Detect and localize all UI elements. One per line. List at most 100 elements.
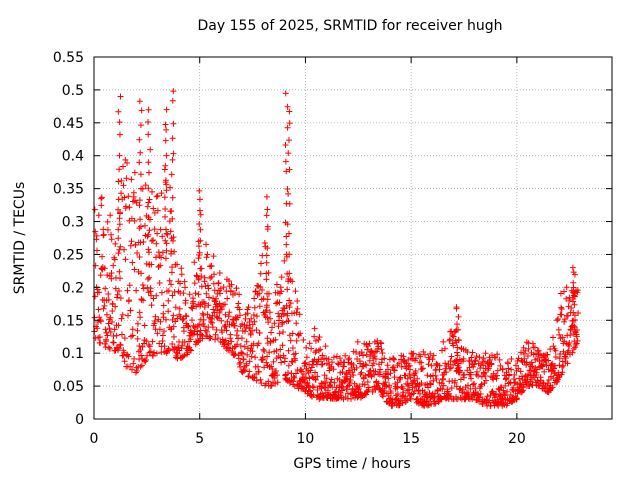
data-point	[333, 353, 340, 360]
data-point	[344, 375, 351, 382]
data-point	[418, 380, 425, 387]
data-point	[537, 350, 544, 357]
data-point	[238, 335, 245, 342]
data-point	[234, 341, 241, 348]
data-point	[397, 374, 404, 381]
data-point	[493, 372, 500, 379]
data-point	[430, 377, 437, 384]
data-point	[199, 310, 206, 317]
data-point	[145, 214, 152, 221]
data-point	[212, 298, 219, 305]
data-point	[104, 272, 111, 279]
data-point	[548, 385, 555, 392]
data-point	[286, 120, 293, 127]
data-point	[228, 281, 235, 288]
data-point	[136, 98, 143, 105]
data-point	[190, 298, 197, 305]
data-point	[134, 250, 141, 257]
data-point	[133, 199, 140, 206]
data-point	[161, 343, 168, 350]
data-point	[267, 383, 274, 390]
x-tick-label: 5	[195, 431, 204, 447]
data-point	[137, 346, 144, 353]
data-point	[387, 370, 394, 377]
y-tick-label: 0	[75, 412, 84, 428]
data-point	[208, 263, 215, 270]
data-point	[102, 326, 109, 333]
data-point	[311, 333, 318, 340]
data-point	[559, 363, 566, 370]
data-point	[424, 372, 431, 379]
data-point	[460, 372, 467, 379]
data-point	[235, 300, 242, 307]
data-point	[224, 318, 231, 325]
data-point	[296, 311, 303, 318]
data-point	[394, 384, 401, 391]
data-point	[286, 304, 293, 311]
data-point	[192, 290, 199, 297]
data-point	[97, 318, 104, 325]
data-point	[555, 316, 562, 323]
data-point	[448, 385, 455, 392]
data-point	[288, 358, 295, 365]
data-point	[508, 355, 515, 362]
data-point	[473, 353, 480, 360]
data-point	[498, 384, 505, 391]
data-point	[479, 400, 486, 407]
data-point	[264, 353, 271, 360]
data-point	[276, 299, 283, 306]
data-point	[418, 359, 425, 366]
data-point	[270, 358, 277, 365]
data-point	[285, 362, 292, 369]
data-point	[91, 206, 98, 213]
data-point	[264, 314, 271, 321]
data-point	[362, 372, 369, 379]
data-point	[283, 233, 290, 240]
data-point	[198, 331, 205, 338]
data-point	[381, 355, 388, 362]
data-point	[235, 355, 242, 362]
data-point	[453, 383, 460, 390]
data-point	[507, 391, 514, 398]
data-point	[390, 355, 397, 362]
data-point	[439, 386, 446, 393]
data-point	[294, 305, 301, 312]
data-point	[402, 393, 409, 400]
data-point	[396, 360, 403, 367]
data-point	[209, 319, 216, 326]
data-point	[569, 349, 576, 356]
data-point	[104, 332, 111, 339]
data-point	[120, 163, 127, 170]
data-point	[492, 354, 499, 361]
data-point	[134, 320, 141, 327]
data-point	[424, 402, 431, 409]
data-point	[118, 177, 125, 184]
data-point	[174, 315, 181, 322]
data-point	[571, 338, 578, 345]
data-point	[251, 318, 258, 325]
data-point	[368, 347, 375, 354]
data-point	[106, 345, 113, 352]
data-point	[145, 118, 152, 125]
data-point	[391, 356, 398, 363]
data-point	[346, 355, 353, 362]
data-point	[180, 328, 187, 335]
data-point	[264, 245, 271, 252]
data-point	[372, 355, 379, 362]
data-point	[203, 254, 210, 261]
data-point	[263, 259, 270, 266]
data-point	[150, 205, 157, 212]
data-point	[406, 386, 413, 393]
data-point	[280, 328, 287, 335]
data-point	[107, 212, 114, 219]
data-point	[272, 336, 279, 343]
data-point	[496, 356, 503, 363]
data-point	[162, 177, 169, 184]
data-point	[162, 162, 169, 169]
data-point	[441, 345, 448, 352]
data-point	[161, 328, 168, 335]
data-point	[306, 340, 313, 347]
data-point	[561, 318, 568, 325]
data-point	[330, 354, 337, 361]
data-point	[264, 290, 271, 297]
